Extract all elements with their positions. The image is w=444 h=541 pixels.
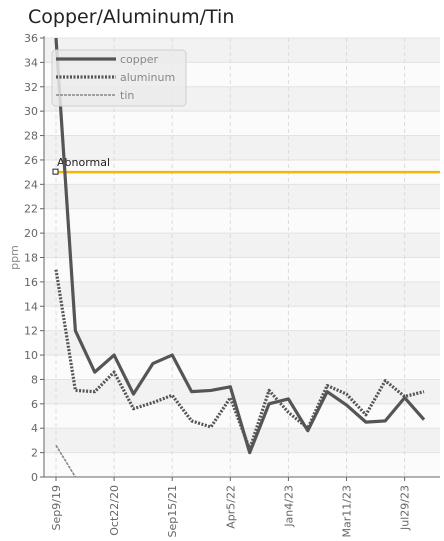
y-axis-label: ppm <box>8 245 21 270</box>
y-tick-label: 16 <box>24 276 38 289</box>
threshold-marker <box>52 168 59 175</box>
series-line-aluminum <box>54 269 425 451</box>
x-tick-label: Jan4/23 <box>282 485 295 528</box>
grid-lines <box>44 37 440 478</box>
y-tick-label: 10 <box>24 349 38 362</box>
y-tick-label: 8 <box>31 373 38 386</box>
grid-band <box>44 135 440 160</box>
x-tick-label: Sep15/21 <box>166 485 179 537</box>
x-tick-label: Mar11/23 <box>341 485 354 537</box>
chart-title: Copper/Aluminum/Tin <box>28 6 235 28</box>
y-tick-label: 6 <box>31 398 38 411</box>
series-aluminum <box>54 269 425 451</box>
y-tick-label: 18 <box>24 252 38 265</box>
x-tick-label: Jul29/23 <box>399 485 412 531</box>
y-tick-label: 36 <box>24 32 38 45</box>
y-tick-label: 0 <box>31 471 38 484</box>
legend-label-copper: copper <box>120 53 159 66</box>
y-tick-label: 14 <box>24 300 38 313</box>
y-tick-label: 12 <box>24 325 38 338</box>
y-tick-label: 26 <box>24 154 38 167</box>
threshold-label: Abnormal <box>57 156 110 169</box>
y-tick-label: 4 <box>31 422 38 435</box>
series-tin <box>55 444 77 478</box>
legend-box <box>51 49 187 107</box>
series-line-tin <box>55 444 77 478</box>
y-tick-label: 24 <box>24 178 38 191</box>
legend-label-aluminum: aluminum <box>120 71 175 84</box>
series-group <box>54 37 426 478</box>
legend: copper aluminum tin <box>51 49 187 107</box>
series-line-copper <box>54 37 426 455</box>
y-tick-label: 30 <box>24 105 38 118</box>
y-tick-label: 2 <box>31 447 38 460</box>
x-tick-label: Sep9/19 <box>50 485 63 530</box>
x-tick-label: Apr5/22 <box>224 485 237 529</box>
y-tick-label: 34 <box>24 56 38 69</box>
y-tick-label: 32 <box>24 81 38 94</box>
grid-band <box>44 184 440 209</box>
y-tick-label: 28 <box>24 130 38 143</box>
y-tick-label: 22 <box>24 203 38 216</box>
series-copper <box>54 37 426 455</box>
threshold-group: Abnormal <box>52 156 440 175</box>
legend-label-tin: tin <box>120 89 134 102</box>
grid-band <box>44 281 440 307</box>
y-tick-label: 20 <box>24 227 38 240</box>
grid-band <box>44 330 440 356</box>
axes: 024681012141618202224262830323436Sep9/19… <box>8 32 440 537</box>
x-tick-label: Oct22/20 <box>108 485 121 536</box>
grid-band <box>44 233 440 258</box>
